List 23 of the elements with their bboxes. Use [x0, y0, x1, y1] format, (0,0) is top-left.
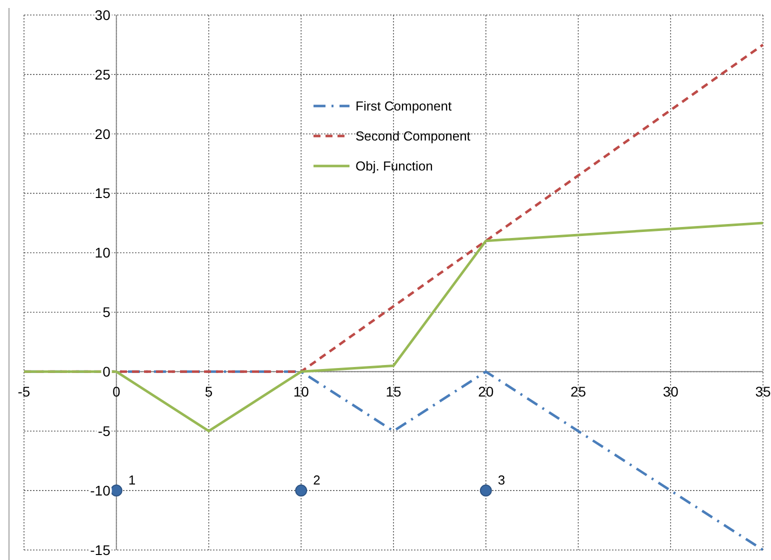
x-tick-label: 35	[755, 384, 771, 400]
y-tick-label: 15	[94, 185, 111, 202]
y-tick-label: -15	[90, 542, 111, 558]
annotation: 3	[498, 472, 506, 488]
y-tick-label: 30	[94, 6, 111, 23]
x-tick-label: 30	[662, 384, 679, 400]
x-tick-label: -5	[18, 384, 30, 400]
y-tick-label: 5	[102, 304, 111, 320]
annotation: 1	[128, 472, 136, 488]
y-tick-label: 20	[94, 126, 111, 142]
legend-label: First Component	[356, 98, 452, 114]
x-tick-label: 5	[204, 384, 213, 400]
y-tick-label: 25	[94, 66, 111, 82]
x-tick-label: 10	[293, 384, 310, 400]
legend-label: Second Component	[356, 128, 471, 144]
y-tick-label: -5	[98, 423, 111, 440]
x-tick-label: 15	[386, 384, 402, 400]
legend-label: Obj. Function	[356, 158, 433, 174]
x-tick-label: 20	[478, 384, 494, 400]
x-tick-label: 25	[570, 384, 586, 400]
y-tick-label: -10	[90, 482, 111, 498]
y-tick-label: 10	[94, 244, 111, 261]
annotation: 2	[313, 472, 320, 488]
